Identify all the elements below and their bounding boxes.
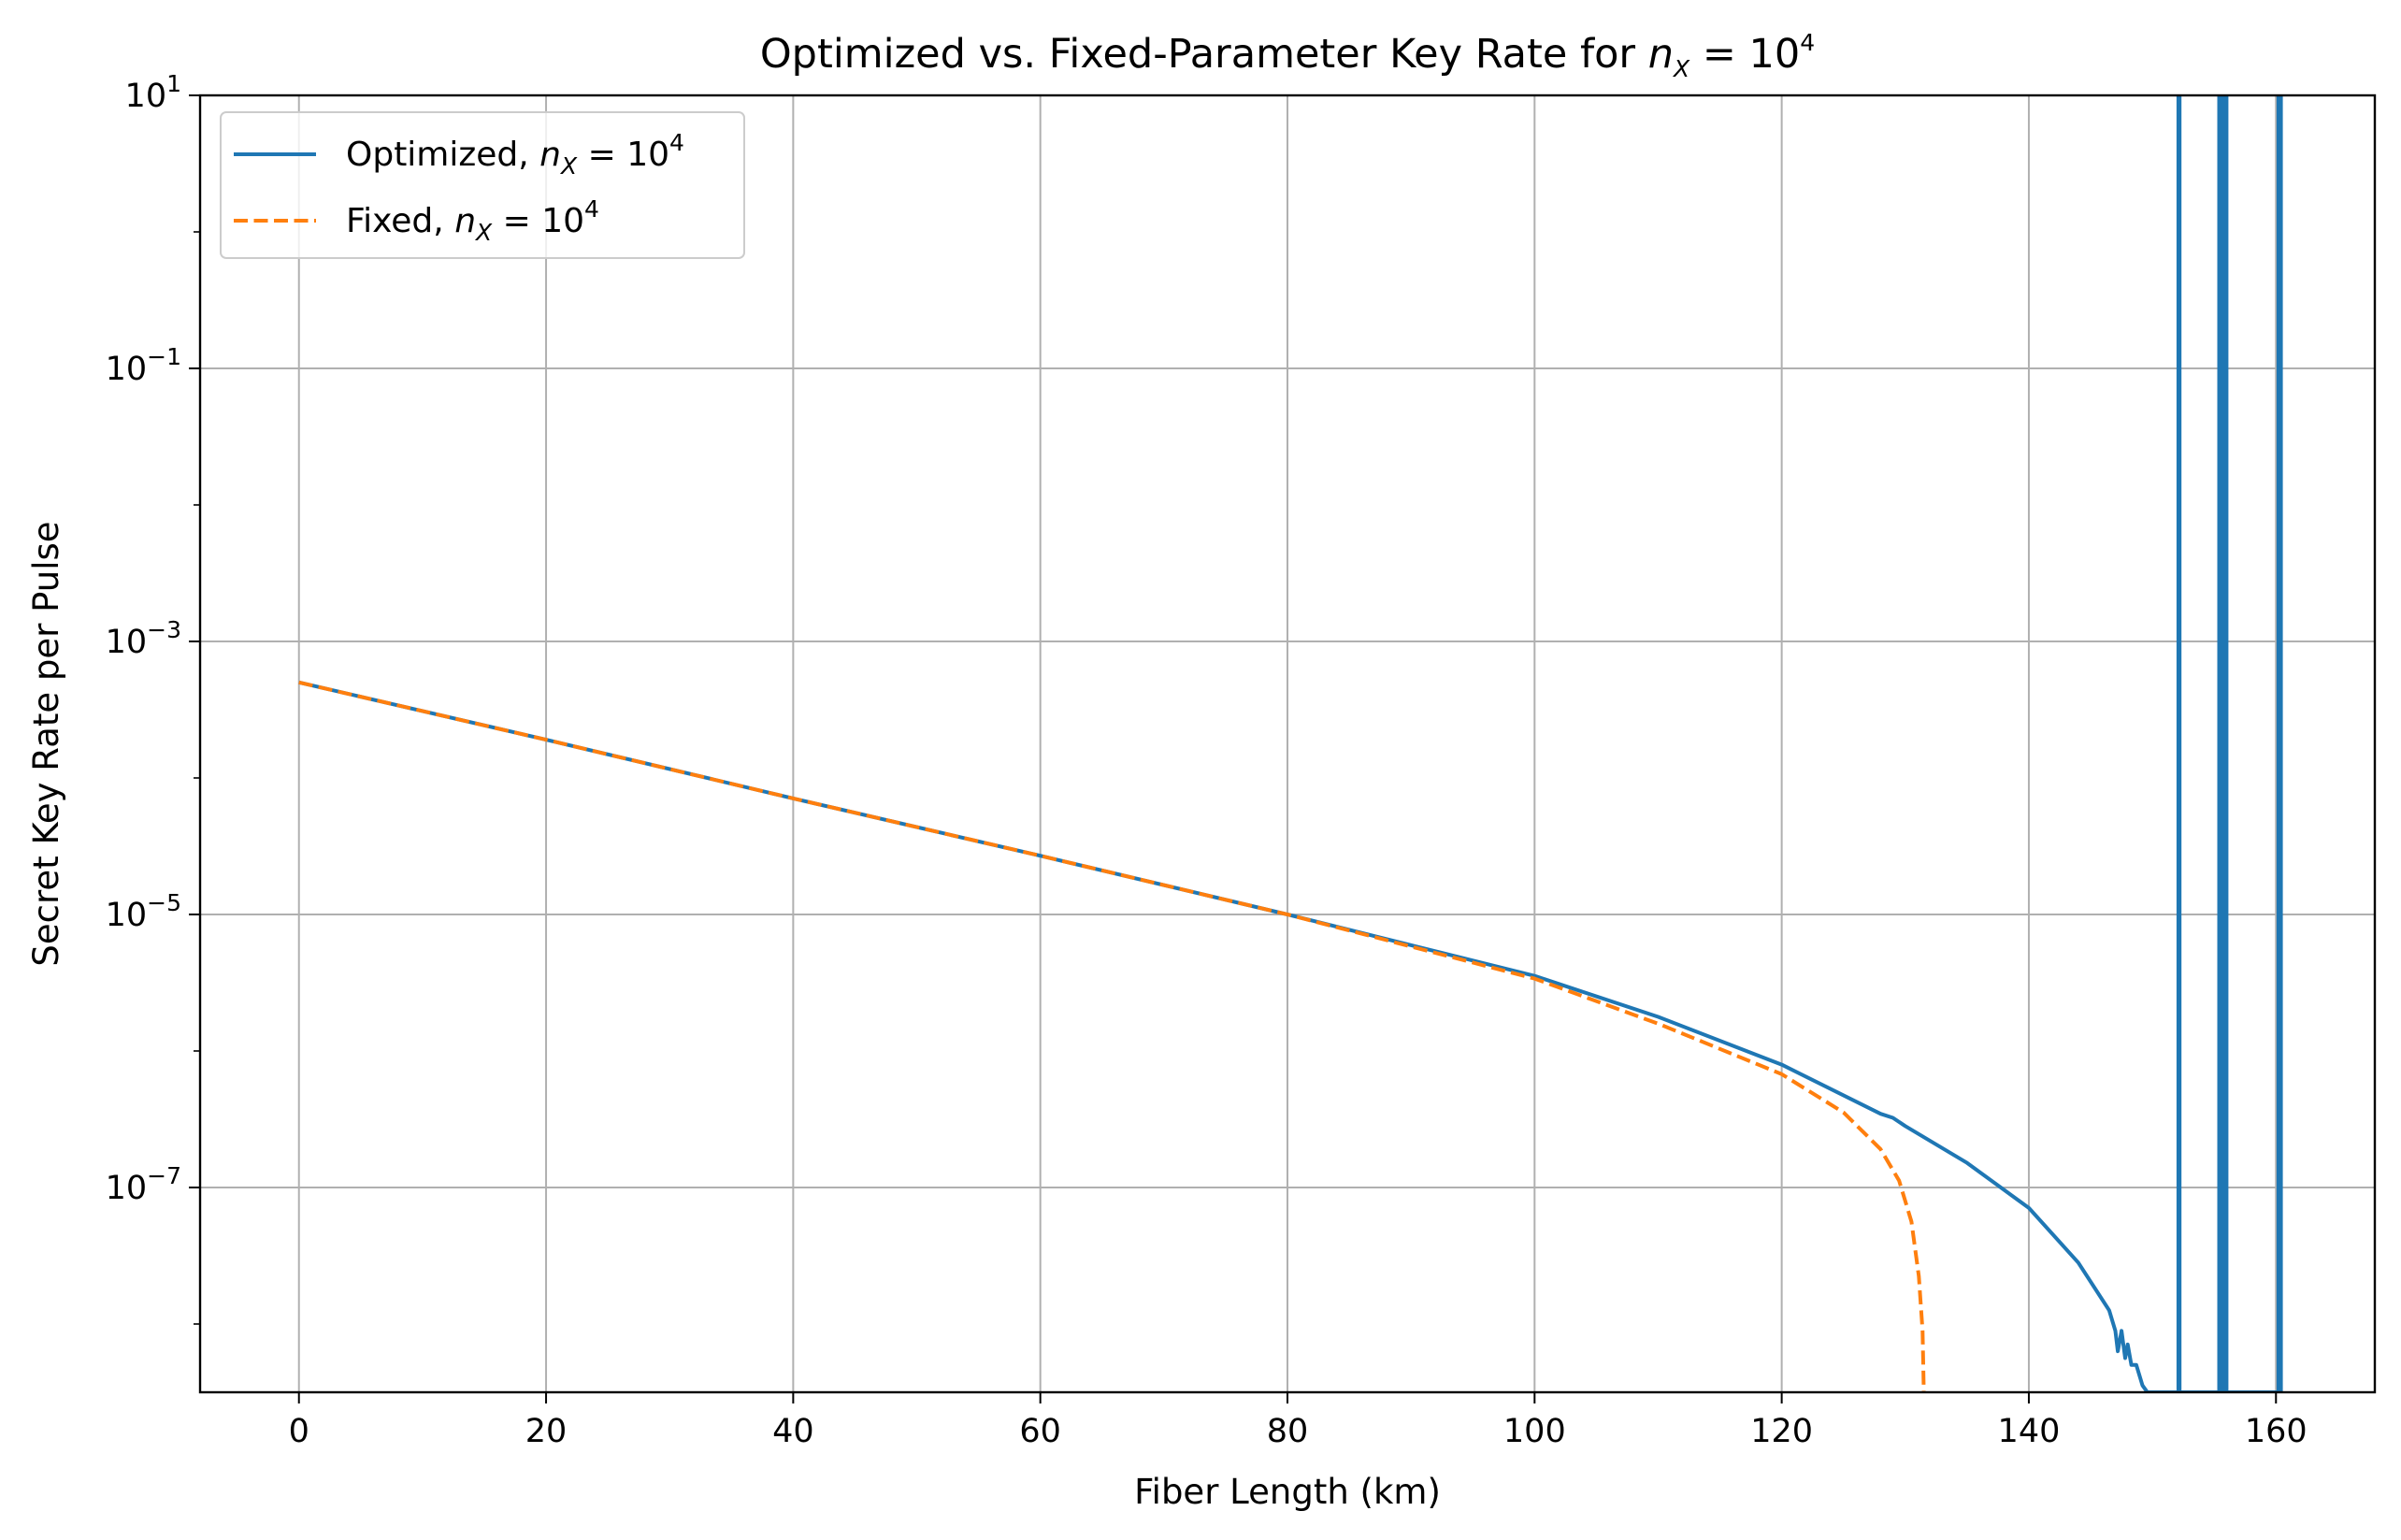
x-axis-label: Fiber Length (km) xyxy=(1134,1472,1441,1512)
series-line-optimized xyxy=(298,95,2283,1392)
y-tick-label: 10−3 xyxy=(106,616,181,661)
y-tick-label: 10−1 xyxy=(106,343,181,388)
legend: Optimized, nX = 104 Fixed, nX = 104 xyxy=(220,111,745,259)
x-tick-label: 100 xyxy=(1503,1413,1566,1450)
x-tick-label: 20 xyxy=(525,1413,568,1450)
legend-entry-fixed: Fixed, nX = 104 xyxy=(346,195,599,246)
legend-box xyxy=(220,111,745,259)
plot-series xyxy=(298,95,2283,1392)
y-axis-ticks: 10−7 10−5 10−3 10−1 101 xyxy=(106,70,200,1325)
x-tick-label: 120 xyxy=(1750,1413,1813,1450)
y-tick-label: 101 xyxy=(125,70,181,115)
x-tick-label: 60 xyxy=(1019,1413,1061,1450)
x-tick-label: 140 xyxy=(1998,1413,2061,1450)
x-tick-label: 0 xyxy=(289,1413,309,1450)
legend-entry-optimized: Optimized, nX = 104 xyxy=(346,129,684,180)
y-tick-label: 10−5 xyxy=(106,889,181,934)
x-tick-label: 40 xyxy=(772,1413,814,1450)
y-axis-label: Secret Key Rate per Pulse xyxy=(26,521,66,966)
y-tick-label: 10−7 xyxy=(106,1162,181,1207)
chart-title: Optimized vs. Fixed-Parameter Key Rate f… xyxy=(760,29,1815,82)
x-tick-label: 160 xyxy=(2245,1413,2308,1450)
series-line-fixed xyxy=(298,680,1926,1392)
x-tick-label: 80 xyxy=(1267,1413,1309,1450)
x-axis-ticks: 0 20 40 60 80 100 120 140 160 xyxy=(289,1392,2308,1450)
